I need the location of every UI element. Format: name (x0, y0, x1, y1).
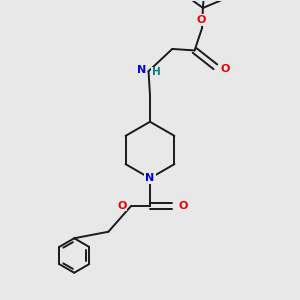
Text: O: O (117, 201, 127, 211)
Text: N: N (137, 65, 147, 75)
Text: O: O (220, 64, 230, 74)
Text: O: O (196, 15, 206, 25)
Text: O: O (179, 202, 188, 212)
Text: N: N (146, 173, 154, 183)
Text: H: H (152, 67, 160, 77)
